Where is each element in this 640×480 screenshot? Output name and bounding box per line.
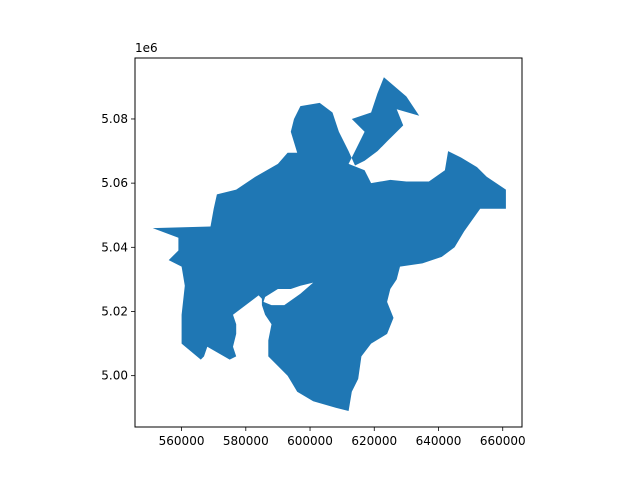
x-tick-label: 600000	[287, 434, 333, 448]
x-axis: 560000 580000 600000 620000 640000 660000	[159, 427, 526, 448]
x-tick-label: 580000	[223, 434, 269, 448]
y-tick-label: 5.00	[101, 369, 128, 383]
x-tick-label: 640000	[416, 434, 462, 448]
x-tick-label: 660000	[480, 434, 526, 448]
plot-area	[152, 77, 506, 412]
x-tick-label: 620000	[351, 434, 397, 448]
y-tick-label: 5.08	[101, 112, 128, 126]
region-polygon	[152, 77, 506, 412]
y-offset-label: 1e6	[135, 41, 158, 55]
y-tick-label: 5.06	[101, 176, 128, 190]
y-tick-label: 5.02	[101, 304, 128, 318]
axes-frame	[134, 57, 523, 428]
x-tick-label: 560000	[159, 434, 205, 448]
y-tick-label: 5.04	[101, 240, 128, 254]
y-axis: 5.00 5.02 5.04 5.06 5.08	[101, 112, 135, 383]
